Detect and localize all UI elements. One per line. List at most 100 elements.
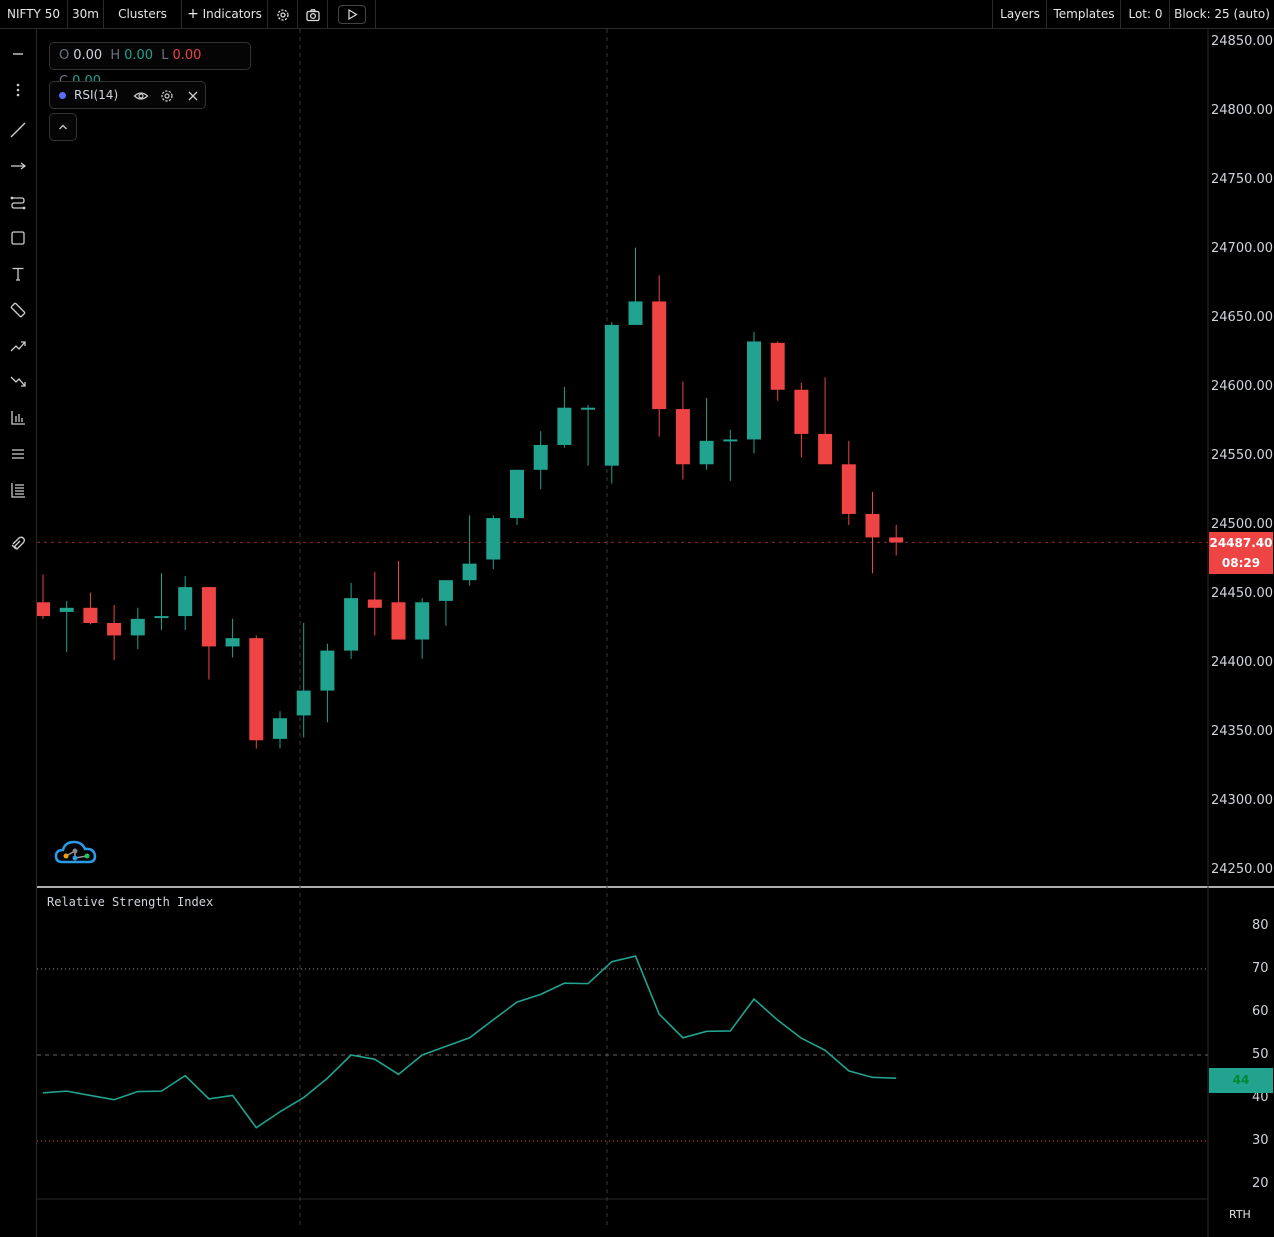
candle: [557, 387, 572, 448]
price-tick-label: 24300.00: [1211, 793, 1274, 808]
cloud-logo-icon: [54, 840, 97, 864]
minus-icon[interactable]: [9, 45, 27, 63]
symbol-button[interactable]: NIFTY 50: [0, 0, 68, 29]
candle: [794, 382, 809, 458]
layers-button[interactable]: Layers: [992, 0, 1047, 29]
block-button[interactable]: Block: 25 (auto): [1169, 0, 1274, 29]
candle: [296, 622, 311, 738]
current-price-tag: 24487.40 08:29: [1209, 532, 1273, 574]
indicators-label: Indicators: [202, 7, 262, 21]
rectangle-icon[interactable]: [9, 229, 27, 247]
rsi-pane-title: Relative Strength Index: [47, 895, 214, 909]
trend-line-icon[interactable]: [9, 121, 27, 139]
candle-body: [723, 439, 738, 442]
rsi-tick-label: 80: [1252, 918, 1269, 933]
rsi-tick-label: 70: [1252, 961, 1269, 976]
candle: [747, 331, 761, 454]
toolbar-divider: [375, 0, 376, 29]
candle-body: [83, 607, 98, 623]
candle-body: [628, 301, 643, 325]
candle: [462, 515, 477, 586]
rth-label[interactable]: RTH: [1229, 1208, 1251, 1221]
open-value: 0.00: [73, 48, 103, 63]
text-icon[interactable]: [9, 265, 27, 283]
candle-body: [201, 587, 216, 647]
close-icon[interactable]: [185, 88, 201, 104]
candle-body: [675, 409, 690, 465]
clusters-button[interactable]: Clusters: [104, 0, 182, 29]
candle-body: [415, 602, 430, 640]
rsi-tick-label: 30: [1252, 1133, 1269, 1148]
candle-body: [367, 599, 382, 608]
candle: [510, 469, 524, 525]
current-price-value: 24487.40: [1209, 536, 1273, 550]
candle: [581, 404, 596, 466]
candle-body: [510, 469, 524, 519]
indicators-button[interactable]: + Indicators: [182, 0, 268, 29]
play-icon: [348, 9, 358, 20]
candle-body: [747, 341, 761, 440]
price-tick-label: 24400.00: [1211, 655, 1274, 670]
price-tick-label: 24550.00: [1211, 448, 1274, 463]
rsi-tick-label: 20: [1252, 1176, 1269, 1191]
candle-body: [770, 342, 785, 390]
candle-body: [36, 602, 50, 617]
lot-button[interactable]: Lot: 0: [1120, 0, 1170, 29]
price-tick-label: 24250.00: [1211, 862, 1274, 877]
settings-button[interactable]: [268, 0, 298, 29]
candle: [178, 576, 193, 630]
price-tick-label: 24700.00: [1211, 241, 1274, 256]
rsi-pane: [37, 955, 1208, 1142]
candle-body: [865, 513, 880, 538]
candle-body: [841, 464, 856, 514]
candle-body: [462, 563, 477, 581]
candle-body: [794, 389, 809, 434]
replay-button[interactable]: [338, 5, 366, 24]
screenshot-button[interactable]: [298, 0, 328, 29]
bar-countdown: 08:29: [1221, 556, 1261, 570]
trend-down-icon[interactable]: [9, 373, 27, 391]
rsi-value-tag: 44: [1209, 1068, 1273, 1093]
templates-button[interactable]: Templates: [1046, 0, 1121, 29]
horizontal-lines-icon[interactable]: [9, 445, 27, 463]
gear-icon[interactable]: [159, 88, 175, 104]
chevron-up-icon: [59, 124, 67, 130]
price-tick-label: 24750.00: [1211, 172, 1274, 187]
low-label: L: [161, 48, 169, 63]
eye-icon[interactable]: [133, 88, 149, 104]
candle-body: [391, 602, 406, 640]
interval-button[interactable]: 30m: [68, 0, 104, 29]
candle: [865, 491, 880, 574]
arrow-right-icon[interactable]: [9, 157, 27, 175]
trend-up-icon[interactable]: [9, 337, 27, 355]
candle: [770, 341, 785, 401]
more-vertical-icon[interactable]: [9, 81, 27, 99]
price-tick-label: 24600.00: [1211, 379, 1274, 394]
candle: [273, 711, 287, 749]
gear-icon: [277, 9, 289, 21]
rsi-legend-label: RSI(14): [74, 88, 119, 102]
candle-body: [249, 638, 264, 741]
high-value: 0.00: [124, 48, 154, 63]
order-list-icon[interactable]: [9, 481, 27, 499]
candle-body: [154, 616, 169, 619]
candle: [249, 635, 264, 749]
candle-body: [344, 598, 359, 651]
low-value: 0.00: [172, 48, 202, 63]
candle-body: [59, 607, 74, 612]
top-toolbar: NIFTY 50 30m Clusters + Indicators Layer…: [0, 0, 1274, 29]
candle-body: [604, 324, 619, 466]
candle: [344, 582, 359, 659]
candle: [59, 600, 74, 652]
magnet-icon[interactable]: [9, 534, 27, 552]
ruler-icon[interactable]: [9, 301, 27, 319]
collapse-legend-button[interactable]: [49, 113, 77, 141]
candle: [841, 440, 856, 525]
bar-chart-icon[interactable]: [9, 409, 27, 427]
candle: [652, 275, 667, 437]
candle: [533, 431, 548, 490]
path-icon[interactable]: [9, 193, 27, 211]
candle-body: [225, 638, 240, 647]
plus-icon: +: [187, 6, 199, 22]
